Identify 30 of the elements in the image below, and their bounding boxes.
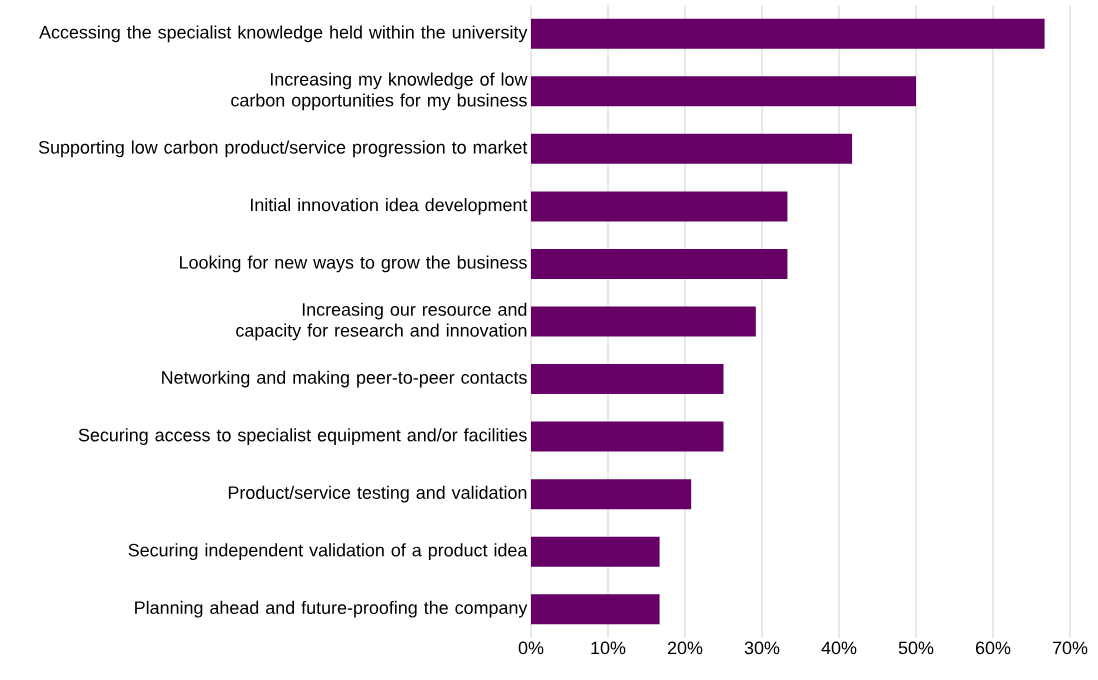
y-tick-label: Initial innovation idea development (250, 198, 528, 215)
bar (531, 421, 724, 452)
y-tick-label: Securing independent validation of a product idea (128, 543, 528, 561)
x-tick-label: 60% (975, 641, 1011, 655)
bar (531, 133, 853, 164)
bar (531, 248, 788, 279)
x-tick-label: 20% (667, 641, 703, 655)
x-tick-label: 10% (591, 641, 626, 655)
bar (531, 306, 756, 337)
x-tick-label: 0% (518, 641, 544, 655)
y-tick-label: Networking and making peer-to-peer contacts (162, 370, 527, 388)
y-tick-label: Securing access to specialist equipment and/or facilities (78, 428, 527, 445)
x-tick-label: 70% (1052, 641, 1088, 655)
y-tick-label: Planning ahead and future-proofing the company (135, 600, 528, 618)
y-tick-label: Product/service testing and validation (228, 485, 527, 503)
bar (531, 479, 692, 510)
bar (531, 76, 916, 107)
y-tick-label: Supporting low carbon product/service progression to market (38, 140, 528, 158)
x-tick-label: 30% (744, 641, 780, 655)
bar (531, 18, 1045, 49)
bar (531, 594, 660, 625)
bar (531, 536, 660, 567)
y-tick-label: Increasing my knowledge of low carbon opportunities for my business (231, 72, 528, 111)
x-tick-label: 40% (821, 641, 857, 655)
x-tick-label: 50% (898, 641, 934, 655)
bar (531, 191, 788, 222)
y-tick-label: Increasing our resource and capacity for research and innovation (236, 302, 527, 341)
bar (531, 364, 724, 395)
y-tick-label: Accessing the specialist knowledge held within the university (39, 25, 528, 43)
y-tick-label: Looking for new ways to grow the business (180, 255, 527, 273)
